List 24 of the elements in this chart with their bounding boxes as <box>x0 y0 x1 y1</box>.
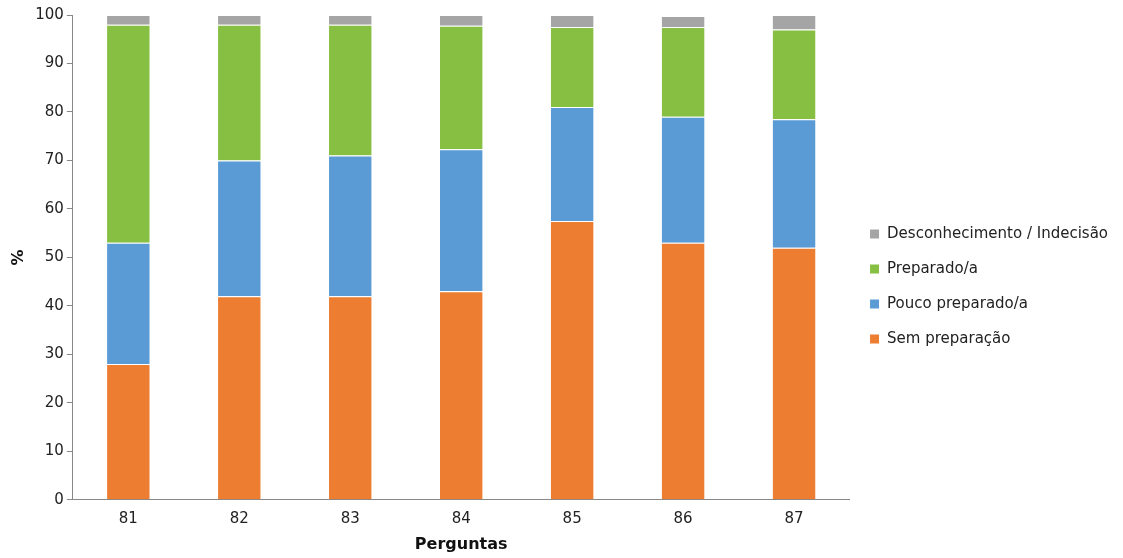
y-tick-label: 40 <box>44 295 64 314</box>
legend-label: Pouco preparado/a <box>887 293 1029 312</box>
y-tick-label: 60 <box>44 198 64 217</box>
y-tick-label: 20 <box>44 392 64 411</box>
y-tick-label: 10 <box>44 441 64 460</box>
y-tick-label: 30 <box>44 344 64 363</box>
x-tick-label: 87 <box>784 508 804 527</box>
legend-label: Preparado/a <box>887 258 978 277</box>
x-tick-label: 86 <box>673 508 693 527</box>
x-tick-label: 84 <box>451 508 471 527</box>
legend-label: Sem preparação <box>887 328 1011 347</box>
x-tick-label: 85 <box>562 508 582 527</box>
y-tick-label: 70 <box>44 150 64 169</box>
y-tick-label: 0 <box>54 489 64 508</box>
y-tick-label: 50 <box>44 247 64 266</box>
legend-label: Desconhecimento / Indecisão <box>887 223 1108 242</box>
y-tick-label: 100 <box>35 4 64 23</box>
y-tick-label: 90 <box>44 53 64 72</box>
x-tick-label: 82 <box>229 508 249 527</box>
y-axis-title: % <box>7 249 27 266</box>
x-axis-title: Perguntas <box>414 533 508 553</box>
y-tick-label: 80 <box>44 101 64 120</box>
x-tick-label: 81 <box>118 508 138 527</box>
x-tick-label: 83 <box>340 508 360 527</box>
